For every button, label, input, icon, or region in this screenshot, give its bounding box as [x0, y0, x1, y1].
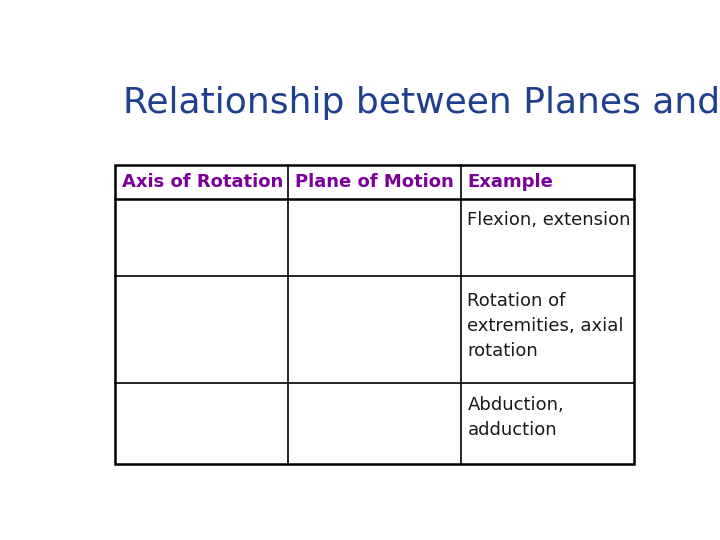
Text: Relationship between Planes and Axes: Relationship between Planes and Axes — [124, 85, 720, 119]
Text: Plane of Motion: Plane of Motion — [294, 173, 454, 191]
Text: Flexion, extension: Flexion, extension — [467, 211, 631, 228]
Text: Rotation of
extremities, axial
rotation: Rotation of extremities, axial rotation — [467, 292, 624, 360]
Text: Axis of Rotation: Axis of Rotation — [122, 173, 283, 191]
Text: Abduction,
adduction: Abduction, adduction — [467, 396, 564, 438]
Text: Example: Example — [467, 173, 553, 191]
